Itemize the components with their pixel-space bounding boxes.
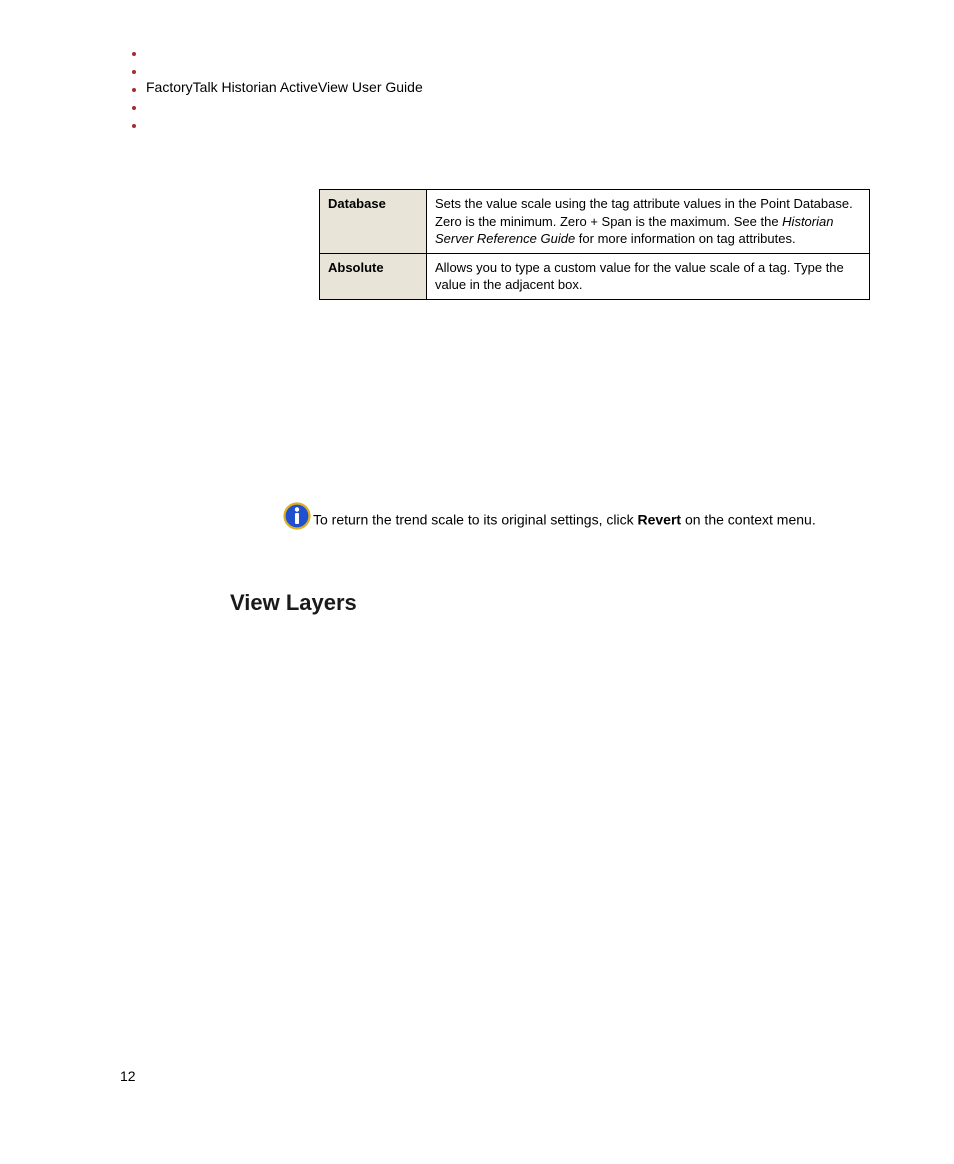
dot-icon	[132, 106, 136, 110]
table-desc-text: Allows you to type a custom value for th…	[435, 260, 844, 293]
table-label-database: Database	[320, 190, 427, 254]
dot-icon	[132, 52, 136, 56]
table-label-absolute: Absolute	[320, 253, 427, 299]
table-desc-text: for more information on tag attributes.	[575, 231, 795, 246]
info-note: To return the trend scale to its origina…	[283, 504, 873, 538]
info-text: on the context menu.	[681, 512, 816, 528]
table-desc-absolute: Allows you to type a custom value for th…	[427, 253, 870, 299]
info-text-bold: Revert	[637, 512, 681, 528]
dot-icon	[132, 88, 136, 92]
page-number: 12	[120, 1068, 136, 1084]
info-text: To return the trend scale to its origina…	[313, 512, 637, 528]
table-row: Database Sets the value scale using the …	[320, 190, 870, 254]
dot-icon	[132, 124, 136, 128]
section-heading-view-layers: View Layers	[230, 590, 357, 616]
dot-icon	[132, 70, 136, 74]
info-icon	[283, 502, 311, 536]
table-desc-database: Sets the value scale using the tag attri…	[427, 190, 870, 254]
table-row: Absolute Allows you to type a custom val…	[320, 253, 870, 299]
scale-options-table: Database Sets the value scale using the …	[319, 189, 870, 300]
header-dots	[132, 52, 136, 142]
document-header-title: FactoryTalk Historian ActiveView User Gu…	[146, 79, 423, 95]
